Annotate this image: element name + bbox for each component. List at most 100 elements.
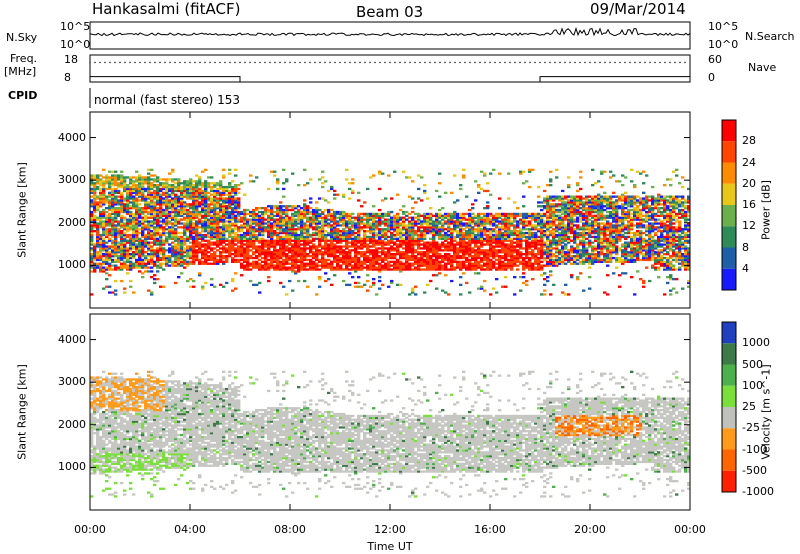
power-cell <box>351 220 355 223</box>
power-cell <box>99 237 103 240</box>
power-cell <box>453 235 457 239</box>
power-cell <box>99 212 103 216</box>
power-cell <box>219 218 223 221</box>
power-cell <box>441 243 445 246</box>
power-cell <box>312 251 316 254</box>
power-cell <box>135 251 139 254</box>
power-cell <box>411 224 415 227</box>
power-cell <box>507 233 511 237</box>
power-cell <box>195 212 199 216</box>
power-cell <box>435 241 439 244</box>
power-cell <box>225 199 229 202</box>
power-cell <box>420 235 424 239</box>
power-cell <box>522 281 526 285</box>
power-cell <box>102 182 106 185</box>
power-cell <box>195 205 199 208</box>
power-cell <box>117 174 121 177</box>
power-cell <box>300 255 304 258</box>
nave-dot <box>674 61 676 64</box>
power-cell <box>189 285 193 288</box>
power-cell <box>456 247 460 250</box>
power-cell <box>216 184 220 187</box>
power-cell <box>186 256 190 260</box>
power-cell <box>381 241 385 244</box>
power-cell <box>288 228 292 231</box>
power-cell <box>198 212 202 216</box>
power-cell <box>135 220 139 223</box>
power-cell <box>492 266 496 269</box>
power-cell <box>321 197 325 200</box>
power-cell <box>360 247 364 250</box>
power-cell <box>111 249 115 252</box>
power-cell <box>525 180 529 183</box>
power-cell <box>189 187 193 191</box>
power-cell <box>282 268 286 271</box>
power-cell <box>270 233 274 237</box>
power-cell <box>174 228 178 231</box>
power-cell <box>261 214 265 217</box>
power-cell <box>405 268 409 271</box>
power-cell <box>111 193 115 196</box>
power-cell <box>270 237 274 240</box>
power-cell <box>321 226 325 229</box>
power-cell <box>318 222 322 225</box>
power-cell <box>372 226 376 229</box>
nsky-line <box>89 26 691 37</box>
power-cell <box>435 253 439 256</box>
power-cell <box>417 230 421 233</box>
power-cell <box>387 241 391 244</box>
power-cell <box>111 210 115 214</box>
power-cell <box>456 235 460 239</box>
power-cell <box>396 212 400 216</box>
power-cell <box>309 268 313 271</box>
power-cell <box>135 249 139 252</box>
power-cell <box>438 266 442 269</box>
power-cell <box>165 199 169 202</box>
power-cell <box>429 220 433 223</box>
power-cell <box>204 255 208 258</box>
power-cell <box>318 264 322 267</box>
power-cell <box>414 285 418 288</box>
power-cell <box>354 258 358 262</box>
power-cell <box>129 268 133 271</box>
power-cell <box>423 243 427 246</box>
power-cell <box>126 210 130 214</box>
nave-dot <box>644 61 646 64</box>
power-cell <box>456 262 460 265</box>
power-heatmap <box>90 168 691 296</box>
power-cell <box>327 239 331 242</box>
power-cell <box>177 220 181 223</box>
power-cell <box>117 185 121 189</box>
power-cell <box>210 237 214 240</box>
power-cell <box>90 178 94 181</box>
power-cell <box>162 203 166 206</box>
power-cell <box>291 224 295 227</box>
power-cell <box>123 287 127 290</box>
power-cell <box>309 233 313 237</box>
power-cell <box>243 210 247 214</box>
power-cell <box>219 260 223 263</box>
power-cell <box>111 268 115 271</box>
power-cell <box>141 189 145 193</box>
power-cell <box>135 245 139 248</box>
power-cell <box>417 220 421 223</box>
power-cell <box>246 239 250 242</box>
power-cell <box>192 226 196 229</box>
power-cell <box>150 207 154 210</box>
power-cell <box>360 226 364 229</box>
power-cell <box>447 249 451 252</box>
power-cell <box>519 170 523 173</box>
power-cell <box>285 241 289 244</box>
power-cell <box>279 262 283 265</box>
power-cell <box>183 208 187 212</box>
power-cell <box>231 239 235 242</box>
power-cell <box>105 222 109 225</box>
power-cell <box>108 258 112 262</box>
power-cell <box>489 212 493 216</box>
power-cell <box>408 220 412 223</box>
power-cell <box>285 293 289 296</box>
power-cell <box>366 220 370 223</box>
power-cell <box>243 247 247 250</box>
power-cell <box>126 253 130 256</box>
power-cell <box>129 253 133 256</box>
